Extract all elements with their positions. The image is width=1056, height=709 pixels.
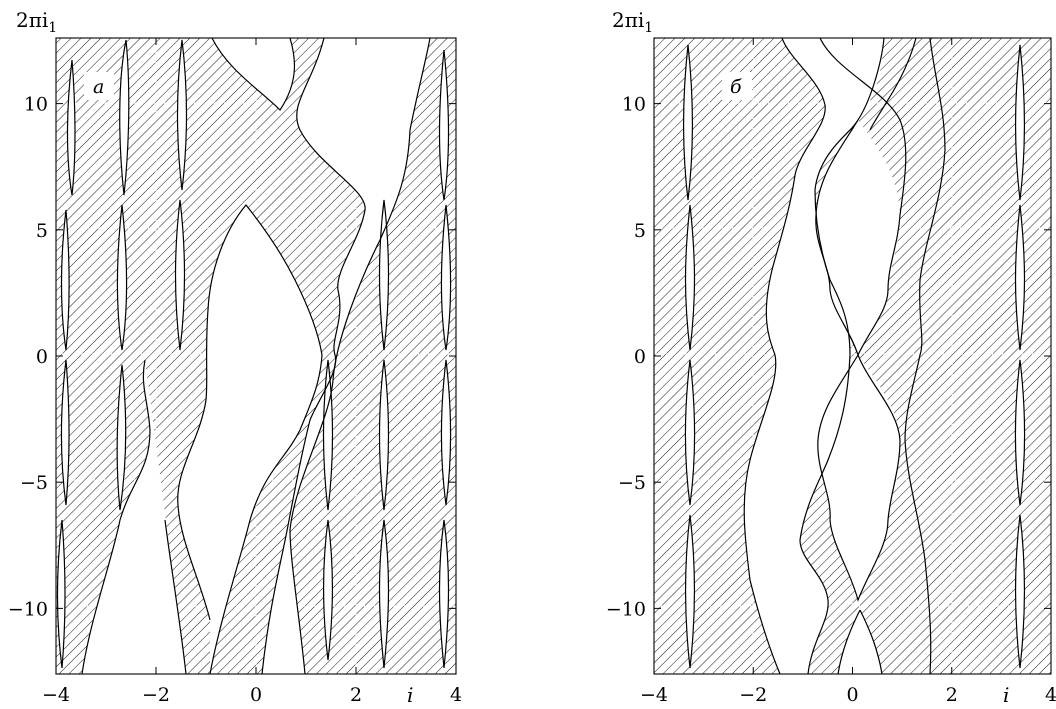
hatched-region-b bbox=[654, 38, 1051, 674]
x-tick-label: 4 bbox=[1045, 684, 1056, 706]
curve-b-6 bbox=[837, 609, 883, 674]
clear-region-b-3 bbox=[815, 120, 900, 355]
lens-a-10 bbox=[323, 520, 333, 660]
curve-a-2 bbox=[289, 38, 431, 674]
y-tick-label: 0 bbox=[634, 346, 646, 368]
x-axis-title-a: i bbox=[407, 683, 413, 707]
lens-a-17 bbox=[439, 520, 449, 668]
y-tick-label: 10 bbox=[622, 94, 646, 116]
lens-b-7 bbox=[1015, 360, 1025, 505]
lens-a-16 bbox=[379, 520, 389, 668]
lens-a-7 bbox=[61, 360, 69, 505]
y-tick-label: −5 bbox=[20, 472, 48, 494]
lens-b-5 bbox=[1015, 45, 1025, 200]
curve-b-3 bbox=[904, 38, 946, 674]
lens-b-2 bbox=[685, 205, 695, 350]
lens-a-5 bbox=[117, 205, 127, 350]
lens-a-15 bbox=[379, 360, 389, 510]
x-tick-label: 2 bbox=[946, 684, 958, 706]
svg-text:2πi1: 2πi1 bbox=[612, 8, 653, 36]
lens-a-9 bbox=[57, 520, 65, 668]
curve-a-6 bbox=[211, 38, 296, 111]
y-tick-label: −10 bbox=[8, 598, 48, 620]
curve-a-3 bbox=[177, 204, 323, 674]
panel-tag-b: б bbox=[730, 76, 742, 98]
lens-b-3 bbox=[685, 360, 695, 505]
panel-tag-box-a bbox=[84, 72, 114, 100]
lens-a-14 bbox=[441, 360, 451, 505]
x-tick-label: 0 bbox=[846, 684, 858, 706]
x-tick-label: 0 bbox=[250, 684, 262, 706]
lens-b-4 bbox=[685, 515, 695, 668]
x-tick-label: 2 bbox=[350, 684, 362, 706]
x-axis-title-b: i bbox=[1003, 683, 1009, 707]
y-tick-label: −5 bbox=[618, 472, 646, 494]
x-tick-label: −2 bbox=[142, 684, 170, 706]
y-axis-title-a: 2πi1 bbox=[16, 8, 57, 36]
curve-b-7 bbox=[869, 38, 917, 131]
grid-b bbox=[654, 38, 1051, 674]
clear-region-a-2 bbox=[177, 205, 322, 674]
lens-a-2 bbox=[119, 40, 129, 195]
y-tick-label: 5 bbox=[634, 220, 646, 242]
chart-panel-b: б 2πi1 i 10 5 0 −5 −10 −4 −2 0 2 4 bbox=[606, 8, 1056, 707]
x-tick-label: −4 bbox=[640, 684, 668, 706]
y-tick-label: −10 bbox=[606, 598, 646, 620]
y-tick-label: 5 bbox=[36, 220, 48, 242]
y-axis-title-b-sub: 1 bbox=[644, 20, 653, 36]
y-axis-title-b-main: 2πi bbox=[612, 8, 644, 32]
panel-tag-box-b bbox=[722, 72, 752, 100]
clear-region-b-1 bbox=[744, 38, 884, 674]
lens-a-6 bbox=[175, 200, 185, 350]
lens-b-outline bbox=[682, 44, 1026, 669]
y-axis-title-a-sub: 1 bbox=[48, 20, 57, 36]
clear-region-b-4 bbox=[817, 355, 900, 600]
y-ticks-b: 10 5 0 −5 −10 bbox=[606, 94, 1051, 620]
clear-region-b-5 bbox=[838, 610, 882, 674]
curve-b-1 bbox=[743, 38, 826, 674]
x-tick-label: −4 bbox=[42, 684, 70, 706]
x-ticks-a: −4 −2 0 2 4 bbox=[42, 38, 462, 706]
lens-b-1 bbox=[683, 45, 693, 200]
lens-a-12 bbox=[439, 50, 449, 200]
curve-a-1 bbox=[261, 38, 366, 674]
y-axis-title-a-main: 2πi bbox=[16, 8, 48, 32]
curve-b-4 bbox=[815, 38, 907, 357]
curve-b-2 bbox=[799, 38, 885, 674]
lens-b-8 bbox=[1015, 515, 1025, 668]
x-tick-label: 4 bbox=[450, 684, 462, 706]
grid-a bbox=[56, 38, 456, 674]
y-tick-label: 0 bbox=[36, 346, 48, 368]
y-axis-title-b: 2πi1 bbox=[612, 8, 653, 36]
clear-region-a-3 bbox=[82, 360, 186, 674]
clear-region-a-1 bbox=[262, 38, 430, 674]
panel-tag-a: a bbox=[93, 76, 104, 98]
clear-region-a-4 bbox=[212, 38, 295, 110]
lens-a-3 bbox=[177, 40, 187, 190]
lens-a-4 bbox=[61, 210, 69, 350]
curve-a-4 bbox=[81, 359, 151, 674]
y-ticks-a: 10 5 0 −5 −10 bbox=[8, 94, 456, 620]
curve-a-5 bbox=[164, 519, 187, 674]
hatched-region-a bbox=[56, 38, 456, 674]
curve-b-5 bbox=[817, 354, 901, 602]
lens-b-6 bbox=[1015, 205, 1025, 350]
clear-region-b-2 bbox=[790, 38, 840, 100]
lens-a-outline bbox=[56, 39, 452, 669]
y-tick-label: 10 bbox=[24, 94, 48, 116]
chart-panel-a: a 2πi1 i 10 5 0 −5 −10 −4 −2 0 2 4 bbox=[8, 8, 462, 707]
lens-a-13 bbox=[441, 205, 451, 350]
svg-text:2πi1: 2πi1 bbox=[16, 8, 57, 36]
x-tick-label: −2 bbox=[739, 684, 767, 706]
x-ticks-b: −4 −2 0 2 4 bbox=[640, 38, 1056, 706]
